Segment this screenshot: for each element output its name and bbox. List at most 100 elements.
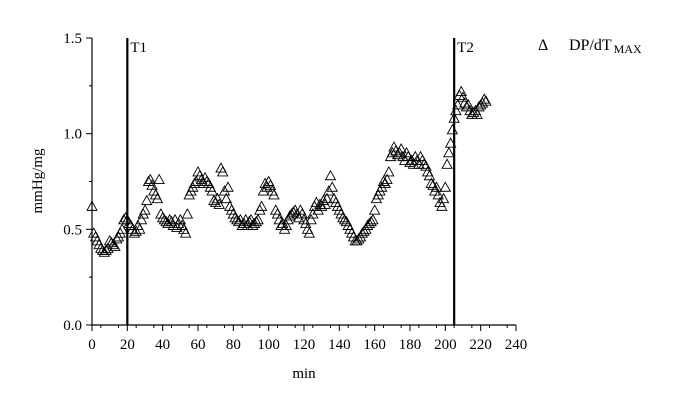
data-point (123, 217, 135, 229)
data-point (280, 219, 293, 230)
data-point (257, 185, 270, 196)
data-point (425, 177, 437, 188)
event-markers: T1 T2 (126, 38, 474, 325)
data-point (319, 198, 331, 209)
data-point (179, 227, 192, 238)
data-point (391, 148, 404, 160)
data-point (250, 215, 263, 227)
x-tick-label: 240 (505, 337, 528, 353)
data-point (430, 181, 443, 192)
x-tick-label: 60 (191, 337, 206, 353)
data-point (271, 208, 284, 219)
data-point (307, 208, 319, 219)
legend-label-main: DP/dT (569, 37, 612, 54)
data-point (218, 185, 231, 196)
y-tick-label: 1.5 (63, 31, 82, 47)
event-label-T2: T2 (457, 40, 474, 56)
data-point (151, 192, 164, 204)
legend-marker: Δ (538, 37, 548, 54)
data-point (471, 108, 483, 119)
data-point (441, 158, 453, 169)
x-tick-label: 220 (469, 337, 492, 353)
y-ticks: 0.0 0.5 1.0 1.5 (63, 31, 92, 334)
data-point (86, 200, 98, 211)
legend-label: DP/dT MAX (569, 37, 642, 56)
data-point (303, 227, 316, 238)
data-point (480, 95, 492, 106)
data-point (353, 232, 365, 244)
data-point (451, 99, 464, 110)
x-axis-label: min (292, 366, 316, 382)
data-point (443, 146, 455, 158)
data-points (86, 85, 492, 257)
data-point (338, 213, 351, 225)
data-point (220, 192, 233, 204)
data-point (386, 146, 399, 158)
data-point (248, 217, 261, 229)
data-point (326, 181, 339, 192)
data-point (141, 194, 153, 206)
data-point (107, 238, 119, 250)
data-point (133, 223, 146, 234)
y-tick-label: 0.5 (63, 222, 82, 238)
y-tick-label: 1.0 (63, 127, 82, 143)
data-point (190, 175, 202, 186)
event-label-T1: T1 (130, 40, 147, 56)
data-point (222, 181, 234, 192)
data-point (292, 211, 305, 223)
data-point (102, 242, 114, 253)
data-point (361, 219, 374, 230)
data-point (351, 234, 363, 246)
data-point (130, 225, 142, 236)
data-point (139, 204, 151, 215)
data-point (208, 194, 220, 206)
data-point (100, 244, 112, 255)
data-point (478, 93, 490, 104)
data-point (337, 211, 349, 223)
data-point (105, 236, 118, 248)
data-point (460, 100, 473, 112)
data-point (156, 211, 169, 223)
x-tick-label: 20 (120, 337, 135, 353)
data-point (474, 99, 487, 110)
data-point (312, 204, 324, 215)
data-point (109, 240, 121, 252)
data-point (137, 208, 149, 219)
data-point (95, 242, 107, 253)
legend-label-sub: MAX (614, 42, 642, 56)
data-point (305, 213, 317, 225)
data-point (439, 181, 452, 192)
data-point (450, 104, 462, 116)
data-point (110, 232, 123, 244)
data-point (181, 208, 194, 219)
data-point (368, 204, 381, 215)
data-point (324, 169, 337, 181)
data-point (128, 227, 141, 238)
data-point (367, 213, 379, 225)
data-point (206, 185, 218, 196)
x-tick-label: 140 (328, 337, 351, 353)
x-tick-label: 0 (88, 337, 96, 353)
data-point (436, 200, 448, 211)
data-point (98, 246, 111, 257)
data-point (255, 200, 268, 211)
data-point (284, 210, 296, 221)
data-point (423, 169, 436, 181)
data-point (473, 100, 485, 112)
data-point (398, 154, 411, 165)
y-tick-label: 0.0 (63, 318, 82, 334)
data-point (119, 211, 132, 223)
x-tick-label: 200 (434, 337, 457, 353)
data-point (229, 211, 241, 223)
data-point (356, 227, 369, 238)
data-point (103, 234, 116, 246)
data-point (381, 173, 393, 185)
data-point (315, 200, 328, 211)
data-point (153, 173, 165, 185)
data-point (116, 223, 128, 234)
data-point (254, 204, 266, 215)
x-tick-label: 80 (226, 337, 241, 353)
data-point (375, 181, 388, 192)
